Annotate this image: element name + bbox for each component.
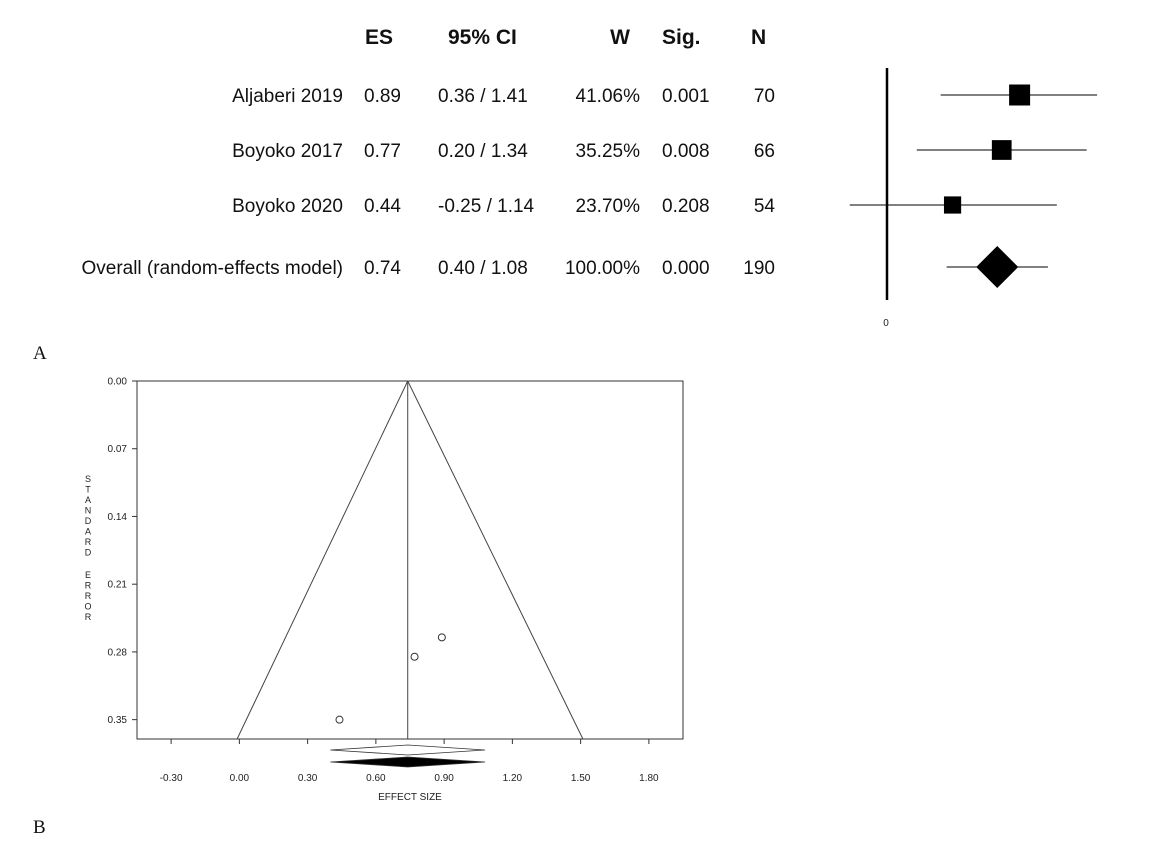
study-label: Aljaberi 2019 [232, 86, 343, 107]
col-header-sig: Sig. [662, 26, 701, 49]
col-header-w: W [610, 26, 630, 49]
zero-tick-label: 0 [883, 318, 889, 329]
weight-value: 23.70% [576, 196, 641, 217]
x-axis-ticks: -0.30 0.00 0.30 0.60 0.90 1.20 1.50 1.80 [160, 739, 659, 784]
panel-label-b: B [33, 817, 46, 838]
summary-diamond [330, 756, 486, 768]
col-header-es: ES [365, 26, 393, 49]
weight-value: 41.06% [576, 86, 641, 107]
panel-label-a: A [33, 343, 47, 364]
ci-value: 0.36 / 1.41 [438, 86, 528, 107]
study-effect-square [991, 140, 1012, 160]
sig-value: 0.208 [662, 196, 710, 217]
y-axis-ticks: 0.00 0.07 0.14 0.21 0.28 0.35 [108, 377, 137, 726]
study-point [335, 715, 344, 724]
effect-size-value: 0.74 [364, 258, 401, 279]
weight-value: 100.00% [565, 258, 640, 279]
study-label: Boyoko 2017 [232, 141, 343, 162]
funnel-left-bound [236, 380, 409, 740]
study-label: Overall (random-effects model) [81, 258, 343, 279]
study-point [437, 633, 446, 642]
y-tick-label: 0.07 [108, 444, 128, 455]
funnel-lines [236, 380, 584, 740]
x-tick-label: 0.00 [230, 773, 250, 784]
forest-plot: ES 95% CI W Sig. N Aljaberi 2019 0.89 0.36… [33, 26, 1098, 364]
study-point [410, 652, 419, 661]
n-value: 70 [754, 86, 775, 107]
forest-rows: Aljaberi 2019 0.89 0.36 / 1.41 41.06% 0.001 7… [81, 86, 775, 279]
ci-value: 0.20 / 1.34 [438, 141, 528, 162]
y-tick-label: 0.00 [108, 377, 128, 388]
weight-value: 35.25% [576, 141, 641, 162]
funnel-points [335, 633, 446, 724]
n-value: 190 [743, 258, 775, 279]
x-tick-label: 0.30 [298, 773, 318, 784]
overall-effect-diamond [976, 246, 1019, 288]
sig-value: 0.001 [662, 86, 710, 107]
sig-value: 0.000 [662, 258, 710, 279]
x-tick-label: 0.90 [434, 773, 454, 784]
y-tick-label: 0.14 [108, 512, 128, 523]
funnel-right-bound [407, 380, 584, 740]
x-tick-label: 0.60 [366, 773, 386, 784]
summary-diamonds [330, 744, 486, 768]
y-tick-label: 0.35 [108, 715, 128, 726]
y-tick-label: 0.21 [108, 580, 128, 591]
study-effect-square [943, 196, 962, 214]
effect-size-value: 0.44 [364, 196, 401, 217]
x-tick-label: 1.50 [571, 773, 591, 784]
effect-size-value: 0.77 [364, 141, 401, 162]
plot-frame [136, 380, 684, 740]
x-tick-label: 1.20 [503, 773, 523, 784]
study-effect-square [1009, 84, 1031, 106]
col-header-n: N [751, 26, 766, 49]
sig-value: 0.008 [662, 141, 710, 162]
ci-value: -0.25 / 1.14 [438, 196, 535, 217]
study-label: Boyoko 2020 [232, 196, 343, 217]
x-tick-label: 1.80 [639, 773, 659, 784]
x-axis-label: EFFECT SIZE [378, 792, 442, 803]
ci-value: 0.40 / 1.08 [438, 258, 528, 279]
y-tick-label: 0.28 [108, 647, 128, 658]
n-value: 66 [754, 141, 775, 162]
x-tick-label: -0.30 [160, 773, 183, 784]
forest-marks [849, 68, 1098, 300]
n-value: 54 [754, 196, 776, 217]
summary-diamond [330, 744, 486, 756]
effect-size-value: 0.89 [364, 86, 401, 107]
funnel-plot: 0.00 0.07 0.14 0.21 0.28 0.35 -0.30 0.00 0.30 0.… [33, 377, 684, 838]
col-header-ci: 95% CI [448, 26, 517, 49]
